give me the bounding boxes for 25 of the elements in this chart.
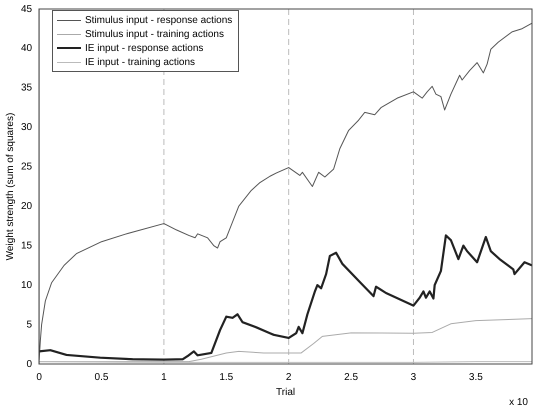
- legend-label: Stimulus input - training actions: [85, 28, 224, 40]
- y-tick-label: 5: [26, 319, 33, 330]
- x-tick-label: 0: [36, 372, 42, 383]
- y-tick-label: 45: [21, 4, 33, 15]
- x-tick-label: 1: [161, 372, 168, 383]
- x-tick-label: 1.5: [219, 372, 234, 383]
- x-tick-label: 3.5: [468, 372, 484, 383]
- x-tick-label: 2.5: [344, 372, 358, 383]
- y-tick-label: 30: [21, 122, 33, 134]
- y-tick-label: 35: [21, 82, 33, 94]
- legend-label: Stimulus input - response actions: [85, 14, 232, 26]
- text: x 10: [509, 397, 528, 408]
- y-tick-label: 40: [21, 43, 33, 54]
- y-tick-label: 20: [21, 200, 33, 212]
- x-tick-label: 2: [286, 372, 292, 383]
- x-axis-title: Trial: [276, 386, 296, 398]
- legend-label: IE input - response actions: [85, 42, 204, 54]
- y-tick-label: 25: [21, 162, 33, 173]
- x-tick-label: 3: [410, 372, 417, 383]
- legend-label: IE input - training actions: [85, 56, 196, 68]
- y-axis-title: Weight strength (sum of squares): [4, 112, 16, 260]
- x-tick-label: 0.5: [94, 372, 109, 383]
- y-tick-label: 15: [21, 240, 33, 252]
- y-tick-label: 0: [26, 358, 33, 370]
- y-tick-label: 10: [21, 280, 33, 291]
